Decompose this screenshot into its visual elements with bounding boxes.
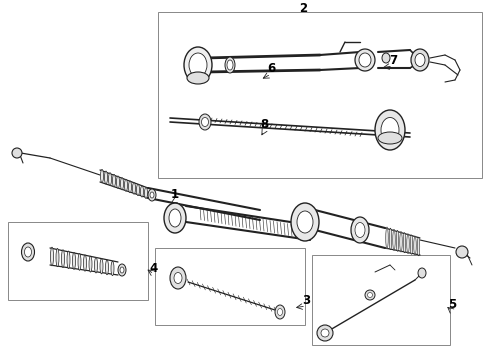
Ellipse shape <box>118 264 126 276</box>
Ellipse shape <box>128 181 131 193</box>
Text: 3: 3 <box>302 293 310 306</box>
Ellipse shape <box>407 234 409 253</box>
Ellipse shape <box>189 53 207 77</box>
Ellipse shape <box>225 57 235 73</box>
Bar <box>158 12 482 178</box>
Ellipse shape <box>375 110 405 150</box>
Ellipse shape <box>184 47 212 83</box>
Ellipse shape <box>389 228 392 250</box>
Ellipse shape <box>355 49 375 71</box>
Ellipse shape <box>111 261 114 276</box>
Ellipse shape <box>113 174 116 187</box>
Text: 5: 5 <box>448 298 456 311</box>
Ellipse shape <box>351 217 369 243</box>
Ellipse shape <box>411 49 429 71</box>
Ellipse shape <box>22 243 34 261</box>
Ellipse shape <box>121 177 123 190</box>
Ellipse shape <box>386 227 388 249</box>
Circle shape <box>456 246 468 258</box>
Ellipse shape <box>415 54 425 67</box>
Ellipse shape <box>24 247 31 257</box>
Ellipse shape <box>145 188 147 198</box>
Ellipse shape <box>117 176 120 188</box>
Ellipse shape <box>368 292 372 297</box>
Ellipse shape <box>148 189 156 201</box>
Ellipse shape <box>291 203 319 241</box>
Ellipse shape <box>124 179 127 191</box>
Ellipse shape <box>418 268 426 278</box>
Ellipse shape <box>275 305 285 319</box>
Ellipse shape <box>169 209 181 227</box>
Ellipse shape <box>89 256 92 272</box>
Ellipse shape <box>73 252 75 269</box>
Ellipse shape <box>199 114 211 130</box>
Ellipse shape <box>120 267 124 273</box>
Ellipse shape <box>403 233 406 253</box>
Ellipse shape <box>83 255 87 271</box>
Ellipse shape <box>378 132 402 144</box>
Ellipse shape <box>382 53 390 63</box>
Ellipse shape <box>100 170 103 183</box>
Ellipse shape <box>67 251 70 269</box>
Ellipse shape <box>355 222 365 238</box>
Ellipse shape <box>50 247 53 266</box>
Ellipse shape <box>381 117 399 143</box>
Ellipse shape <box>108 173 112 185</box>
Text: 1: 1 <box>171 189 179 202</box>
Ellipse shape <box>164 203 186 233</box>
Ellipse shape <box>297 211 313 233</box>
Ellipse shape <box>393 229 395 251</box>
Text: 8: 8 <box>260 118 268 131</box>
Ellipse shape <box>132 183 136 194</box>
Text: 6: 6 <box>267 62 275 75</box>
Ellipse shape <box>78 253 81 270</box>
Bar <box>8 222 148 300</box>
Bar <box>312 255 450 345</box>
Ellipse shape <box>414 236 416 255</box>
Ellipse shape <box>105 260 108 275</box>
Circle shape <box>317 325 333 341</box>
Ellipse shape <box>201 117 209 126</box>
Ellipse shape <box>104 171 107 184</box>
Text: 2: 2 <box>299 1 307 14</box>
Ellipse shape <box>277 309 283 315</box>
Ellipse shape <box>150 192 154 198</box>
Ellipse shape <box>62 250 65 267</box>
Ellipse shape <box>100 259 103 274</box>
Ellipse shape <box>187 72 209 84</box>
Ellipse shape <box>174 273 182 284</box>
Text: 4: 4 <box>150 261 158 274</box>
Ellipse shape <box>56 248 59 267</box>
Ellipse shape <box>365 290 375 300</box>
Ellipse shape <box>410 235 413 254</box>
Ellipse shape <box>396 230 399 251</box>
Circle shape <box>321 329 329 337</box>
Circle shape <box>12 148 22 158</box>
Ellipse shape <box>137 184 140 195</box>
Ellipse shape <box>227 60 233 70</box>
Ellipse shape <box>95 257 98 273</box>
Bar <box>155 248 305 325</box>
Text: 7: 7 <box>389 54 397 67</box>
Ellipse shape <box>359 53 371 67</box>
Ellipse shape <box>400 231 402 252</box>
Ellipse shape <box>141 186 144 197</box>
Ellipse shape <box>170 267 186 289</box>
Ellipse shape <box>417 237 420 256</box>
